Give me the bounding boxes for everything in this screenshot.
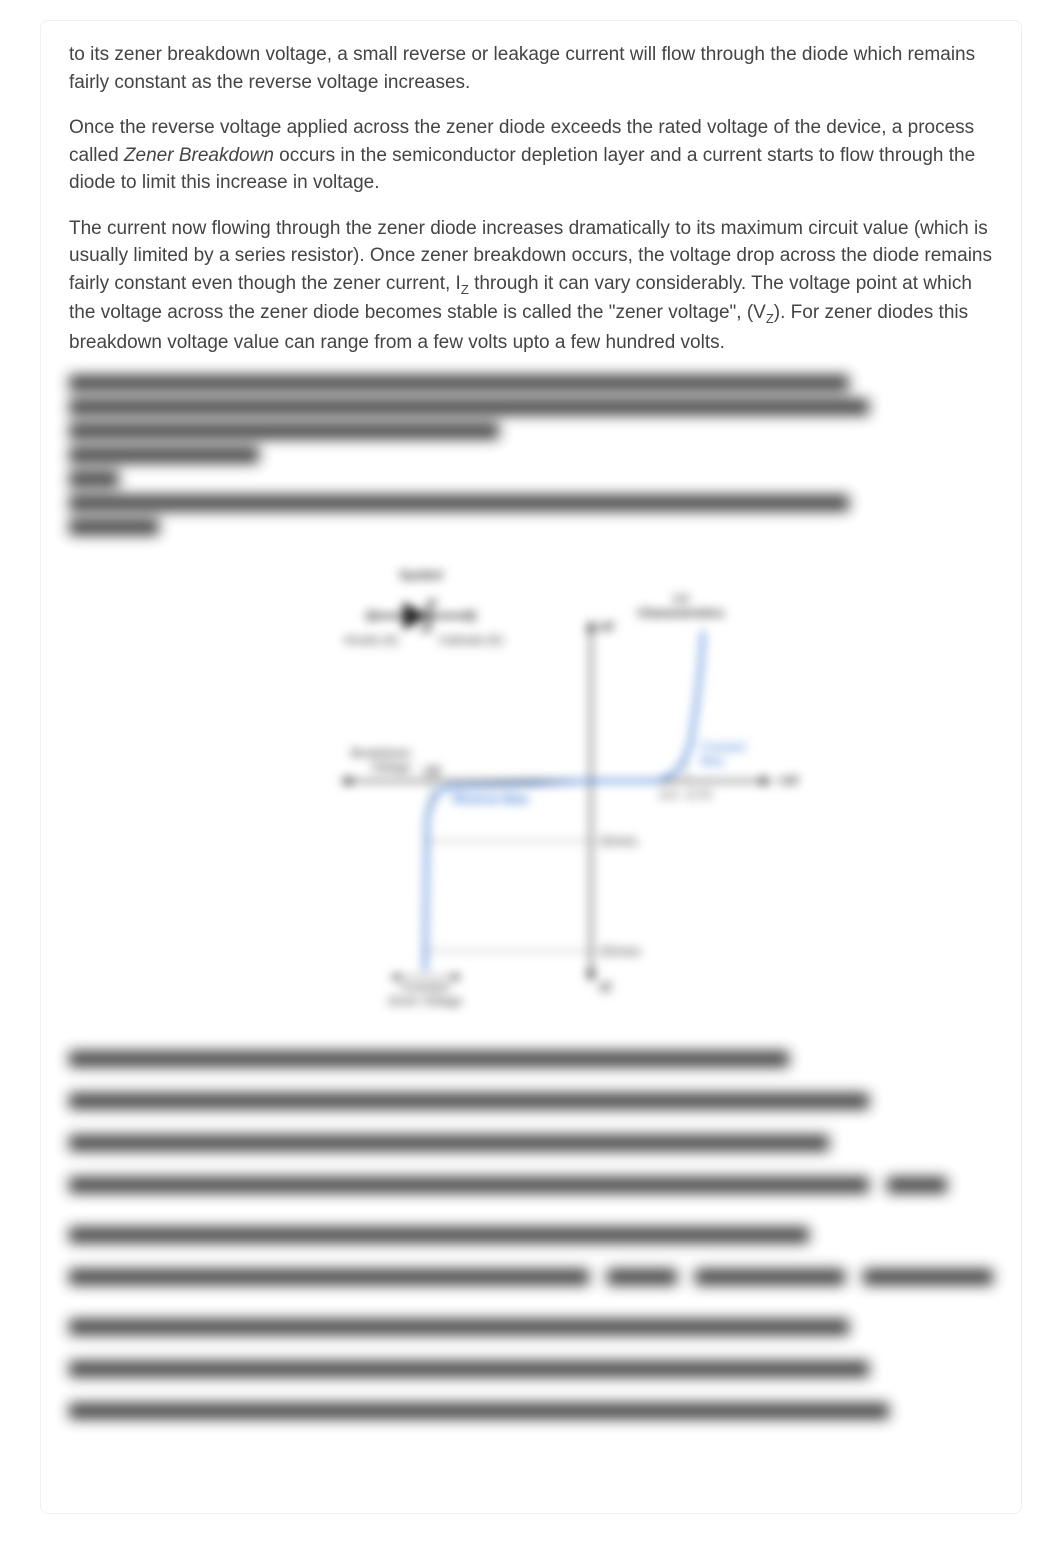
- zener-iv-diagram: Symbol Anode (A) Cathode (K) I-VCharacteris…: [251, 561, 811, 1021]
- svg-text:Reverse Bias: Reverse Bias: [453, 792, 529, 806]
- paragraph-1: to its zener breakdown voltage, a small …: [69, 41, 993, 96]
- blurred-line: [69, 1135, 829, 1151]
- blurred-line: [695, 1269, 845, 1285]
- svg-text:Anode (A): Anode (A): [344, 633, 398, 647]
- blurred-line: [69, 447, 259, 463]
- blurred-line: [863, 1269, 993, 1285]
- blurred-line: [69, 1403, 889, 1419]
- paragraph-3-sub-1: Z: [461, 282, 469, 297]
- svg-text:I-V: I-V: [673, 592, 688, 606]
- blurred-line: [69, 1269, 589, 1285]
- blurred-line: [69, 1093, 869, 1109]
- blurred-line: [69, 1227, 809, 1243]
- svg-text:Breakdown: Breakdown: [351, 746, 411, 760]
- blurred-line: [69, 495, 849, 511]
- blurred-line: [69, 375, 849, 391]
- blurred-text-blocks-bottom: [69, 1051, 993, 1427]
- svg-text:Cathode (K): Cathode (K): [439, 633, 504, 647]
- svg-text:IZ(max): IZ(max): [599, 944, 640, 958]
- svg-text:-VZ: -VZ: [421, 764, 440, 778]
- svg-text:Voltage: Voltage: [371, 760, 411, 774]
- svg-text:-IZ: -IZ: [597, 980, 612, 994]
- svg-text:Characteristics: Characteristics: [638, 606, 725, 620]
- blurred-line: [69, 1051, 789, 1067]
- blurred-text-block: [69, 1319, 993, 1427]
- blurred-line: [69, 423, 499, 439]
- paragraph-2: Once the reverse voltage applied across …: [69, 114, 993, 197]
- blurred-line: [887, 1177, 947, 1193]
- blurred-text-block-top: [69, 375, 993, 535]
- svg-text:0.3 - 0.7V: 0.3 - 0.7V: [660, 788, 712, 802]
- article-content: to its zener breakdown voltage, a small …: [40, 20, 1022, 1514]
- svg-text:Symbol: Symbol: [399, 568, 442, 582]
- blurred-line: [69, 519, 159, 535]
- blurred-line: [69, 1319, 849, 1335]
- blurred-line: [69, 1177, 869, 1193]
- paragraph-3: The current now flowing through the zene…: [69, 215, 993, 357]
- paragraph-3-sub-2: Z: [766, 311, 774, 326]
- svg-text:Bias: Bias: [701, 754, 724, 768]
- svg-text:+IF: +IF: [597, 620, 615, 634]
- zener-iv-diagram-wrap: Symbol Anode (A) Cathode (K) I-VCharacteris…: [69, 561, 993, 1021]
- svg-text:+VF: +VF: [777, 774, 799, 788]
- blurred-line: [69, 399, 869, 415]
- svg-text:Constant: Constant: [401, 980, 450, 994]
- svg-text:Forward: Forward: [701, 740, 745, 754]
- blurred-line: [607, 1269, 677, 1285]
- svg-text:Zener Voltage: Zener Voltage: [388, 994, 463, 1008]
- paragraph-2-emphasis: Zener Breakdown: [124, 145, 274, 166]
- blurred-text-block: [69, 1051, 993, 1201]
- svg-text:IZ(min): IZ(min): [599, 834, 637, 848]
- blurred-line: [69, 1361, 869, 1377]
- blurred-text-block: [69, 1227, 993, 1293]
- blurred-line: [69, 471, 119, 487]
